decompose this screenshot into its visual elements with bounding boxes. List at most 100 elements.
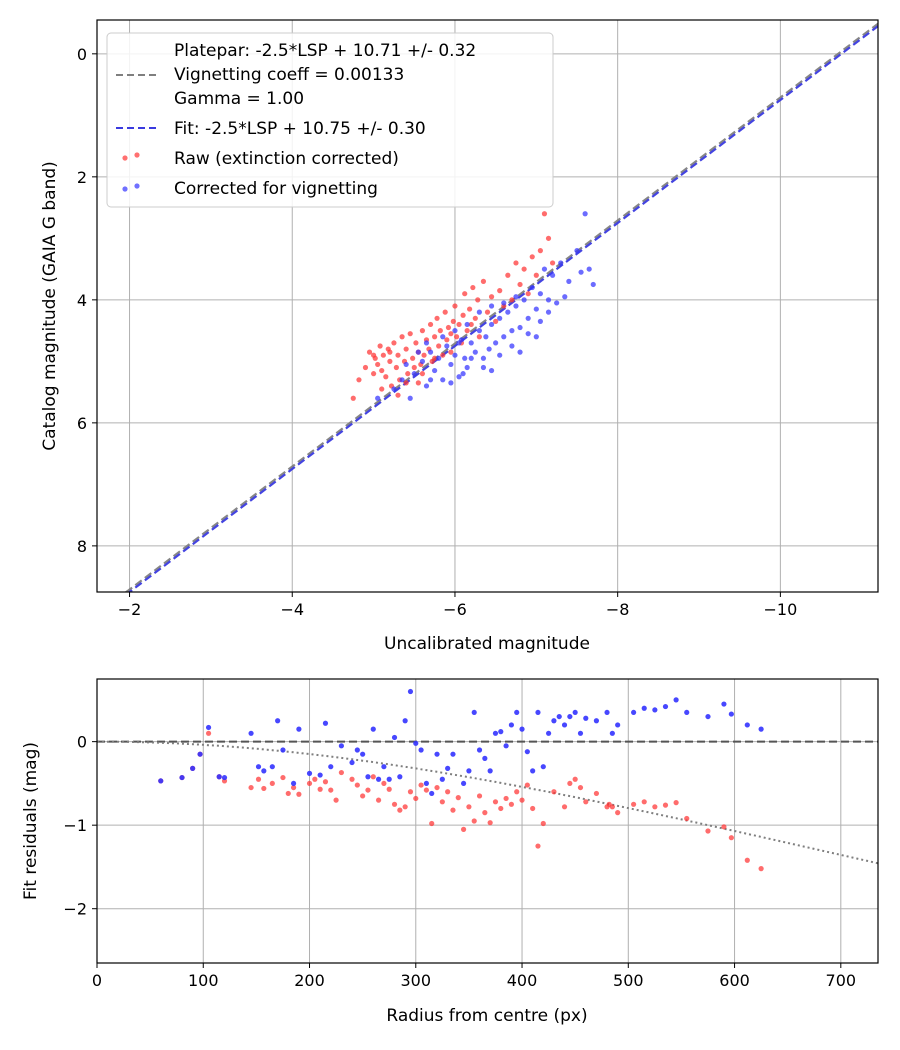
raw-residual-point xyxy=(567,780,573,787)
corrected-residual-point xyxy=(524,749,530,755)
legend-corrected-marker xyxy=(122,186,128,192)
corrected-point xyxy=(472,349,478,355)
corrected-point xyxy=(574,248,580,254)
corrected-residual-point xyxy=(519,726,525,732)
legend-platepar-text: Platepar: -2.5*LSP + 10.71 +/- 0.32 xyxy=(174,41,476,61)
corrected-point xyxy=(590,281,596,288)
raw-point xyxy=(462,291,468,297)
raw-point xyxy=(387,349,393,355)
raw-point xyxy=(415,380,421,386)
corrected-point xyxy=(476,328,482,334)
raw-point xyxy=(467,306,473,312)
raw-residual-point xyxy=(375,797,382,803)
corrected-residual-point xyxy=(535,709,541,716)
raw-residual-point xyxy=(530,805,536,812)
bottom-scatter-points xyxy=(158,688,764,872)
raw-point xyxy=(403,346,409,352)
corrected-residual-point xyxy=(652,707,658,713)
bottom-x-tick-label: 200 xyxy=(294,971,325,990)
corrected-point xyxy=(415,349,421,355)
corrected-residual-point xyxy=(179,774,185,781)
corrected-residual-point xyxy=(429,790,435,797)
raw-residual-point xyxy=(684,815,690,822)
top-x-axis-label: Uncalibrated magnitude xyxy=(384,634,590,654)
corrected-point xyxy=(440,377,446,383)
raw-residual-point xyxy=(450,807,456,813)
corrected-residual-point xyxy=(322,720,329,726)
corrected-residual-point xyxy=(423,780,430,787)
corrected-point xyxy=(456,340,462,346)
top-x-tick-label: −8 xyxy=(606,600,630,619)
corrected-residual-point xyxy=(280,747,286,753)
legend-gamma-text: Gamma = 1.00 xyxy=(174,89,304,109)
corrected-residual-point xyxy=(540,764,546,770)
raw-point xyxy=(427,321,434,328)
raw-point xyxy=(383,374,389,380)
raw-point xyxy=(505,272,511,278)
raw-point xyxy=(549,260,556,266)
corrected-residual-point xyxy=(471,709,477,716)
raw-residual-point xyxy=(476,793,483,799)
bottom-x-tick-label: 0 xyxy=(92,971,102,990)
corrected-point xyxy=(586,266,592,272)
bottom-y-tick-label: −1 xyxy=(63,816,87,835)
raw-residual-point xyxy=(354,782,360,788)
corrected-residual-point xyxy=(615,722,621,728)
corrected-point xyxy=(436,355,442,361)
corrected-point xyxy=(517,349,523,355)
raw-point xyxy=(366,349,373,355)
corrected-point xyxy=(448,380,454,386)
raw-point xyxy=(545,235,552,241)
corrected-point xyxy=(509,343,515,349)
top-x-tick-label: −10 xyxy=(763,600,797,619)
raw-point xyxy=(399,334,405,340)
corrected-point xyxy=(513,294,519,300)
top-y-tick-label: 6 xyxy=(77,414,87,433)
corrected-residual-point xyxy=(338,743,344,749)
raw-residual-point xyxy=(615,810,621,816)
raw-point xyxy=(529,254,535,260)
raw-residual-point xyxy=(705,828,711,834)
corrected-point xyxy=(399,377,405,383)
top-ticks: −2 −4 −6 −8 −10 0 2 4 6 8 xyxy=(77,45,797,619)
raw-point xyxy=(362,364,369,371)
top-fit-lines xyxy=(124,22,878,592)
raw-point xyxy=(350,395,356,401)
raw-residual-point xyxy=(397,807,403,813)
raw-point xyxy=(387,358,393,364)
corrected-residual-point xyxy=(391,734,398,741)
legend-raw-marker xyxy=(122,155,128,161)
corrected-residual-point xyxy=(514,709,520,716)
corrected-residual-point xyxy=(360,751,366,757)
corrected-residual-point xyxy=(450,751,456,757)
top-y-tick-label: 8 xyxy=(77,537,87,556)
raw-residual-point xyxy=(312,776,318,782)
corrected-residual-point xyxy=(460,780,467,787)
corrected-point xyxy=(403,361,409,368)
corrected-point xyxy=(541,266,548,272)
corrected-residual-point xyxy=(197,751,203,757)
corrected-point xyxy=(432,367,438,374)
raw-residual-point xyxy=(572,776,578,782)
raw-residual-point xyxy=(673,800,679,806)
corrected-point xyxy=(533,334,539,340)
corrected-residual-point xyxy=(407,688,414,695)
corrected-residual-point xyxy=(386,776,392,782)
raw-point xyxy=(533,272,539,278)
corrected-residual-point xyxy=(721,701,727,707)
corrected-point xyxy=(419,358,426,364)
raw-residual-point xyxy=(487,820,493,826)
raw-residual-point xyxy=(524,782,530,788)
raw-point xyxy=(488,294,495,300)
raw-point xyxy=(456,321,462,328)
corrected-residual-point xyxy=(593,718,600,724)
raw-residual-point xyxy=(391,801,398,807)
raw-residual-point xyxy=(280,774,286,781)
raw-residual-point xyxy=(328,787,334,793)
raw-point xyxy=(521,266,527,272)
bottom-ticks: 0 100 200 300 400 500 600 700 0 −1 −2 xyxy=(63,733,856,990)
raw-residual-point xyxy=(577,784,584,791)
corrected-residual-point xyxy=(466,768,472,774)
raw-point xyxy=(460,312,466,318)
corrected-residual-point xyxy=(482,755,488,761)
